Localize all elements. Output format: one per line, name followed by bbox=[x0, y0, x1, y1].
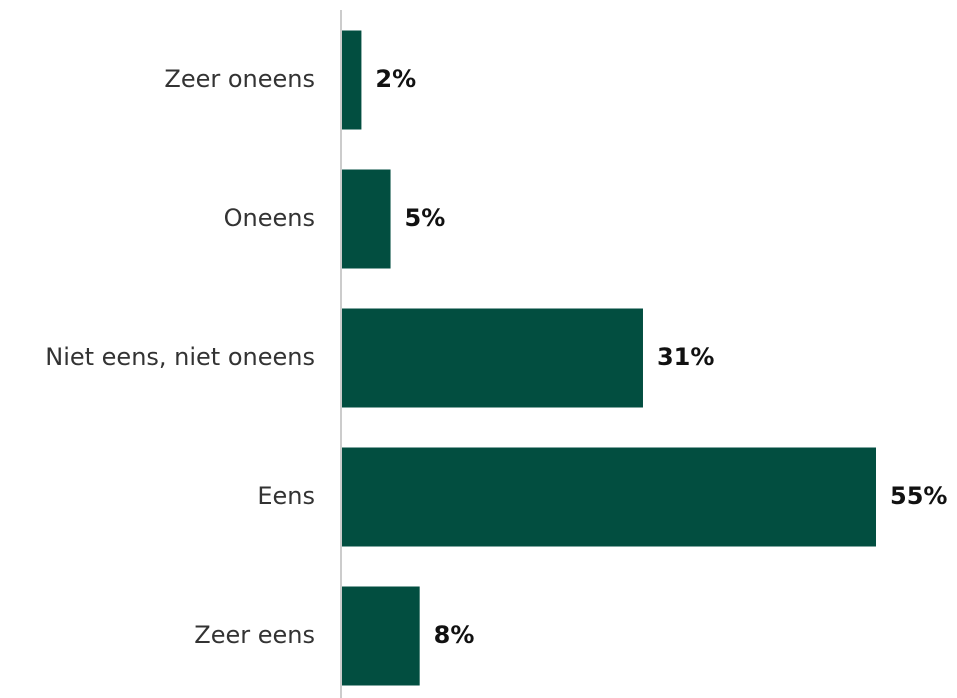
bar bbox=[342, 586, 420, 686]
bar bbox=[342, 447, 876, 547]
value-label: 8% bbox=[434, 621, 475, 649]
value-label: 2% bbox=[375, 65, 416, 93]
bar bbox=[342, 30, 362, 130]
bar bbox=[342, 308, 643, 408]
value-label: 31% bbox=[657, 343, 714, 371]
bar bbox=[342, 169, 391, 269]
category-label: Eens bbox=[257, 482, 315, 510]
category-label: Zeer oneens bbox=[164, 65, 315, 93]
category-label: Zeer eens bbox=[194, 621, 315, 649]
value-label: 5% bbox=[405, 204, 446, 232]
category-label: Niet eens, niet oneens bbox=[45, 343, 315, 371]
category-label: Oneens bbox=[224, 204, 315, 232]
value-label: 55% bbox=[890, 482, 947, 510]
